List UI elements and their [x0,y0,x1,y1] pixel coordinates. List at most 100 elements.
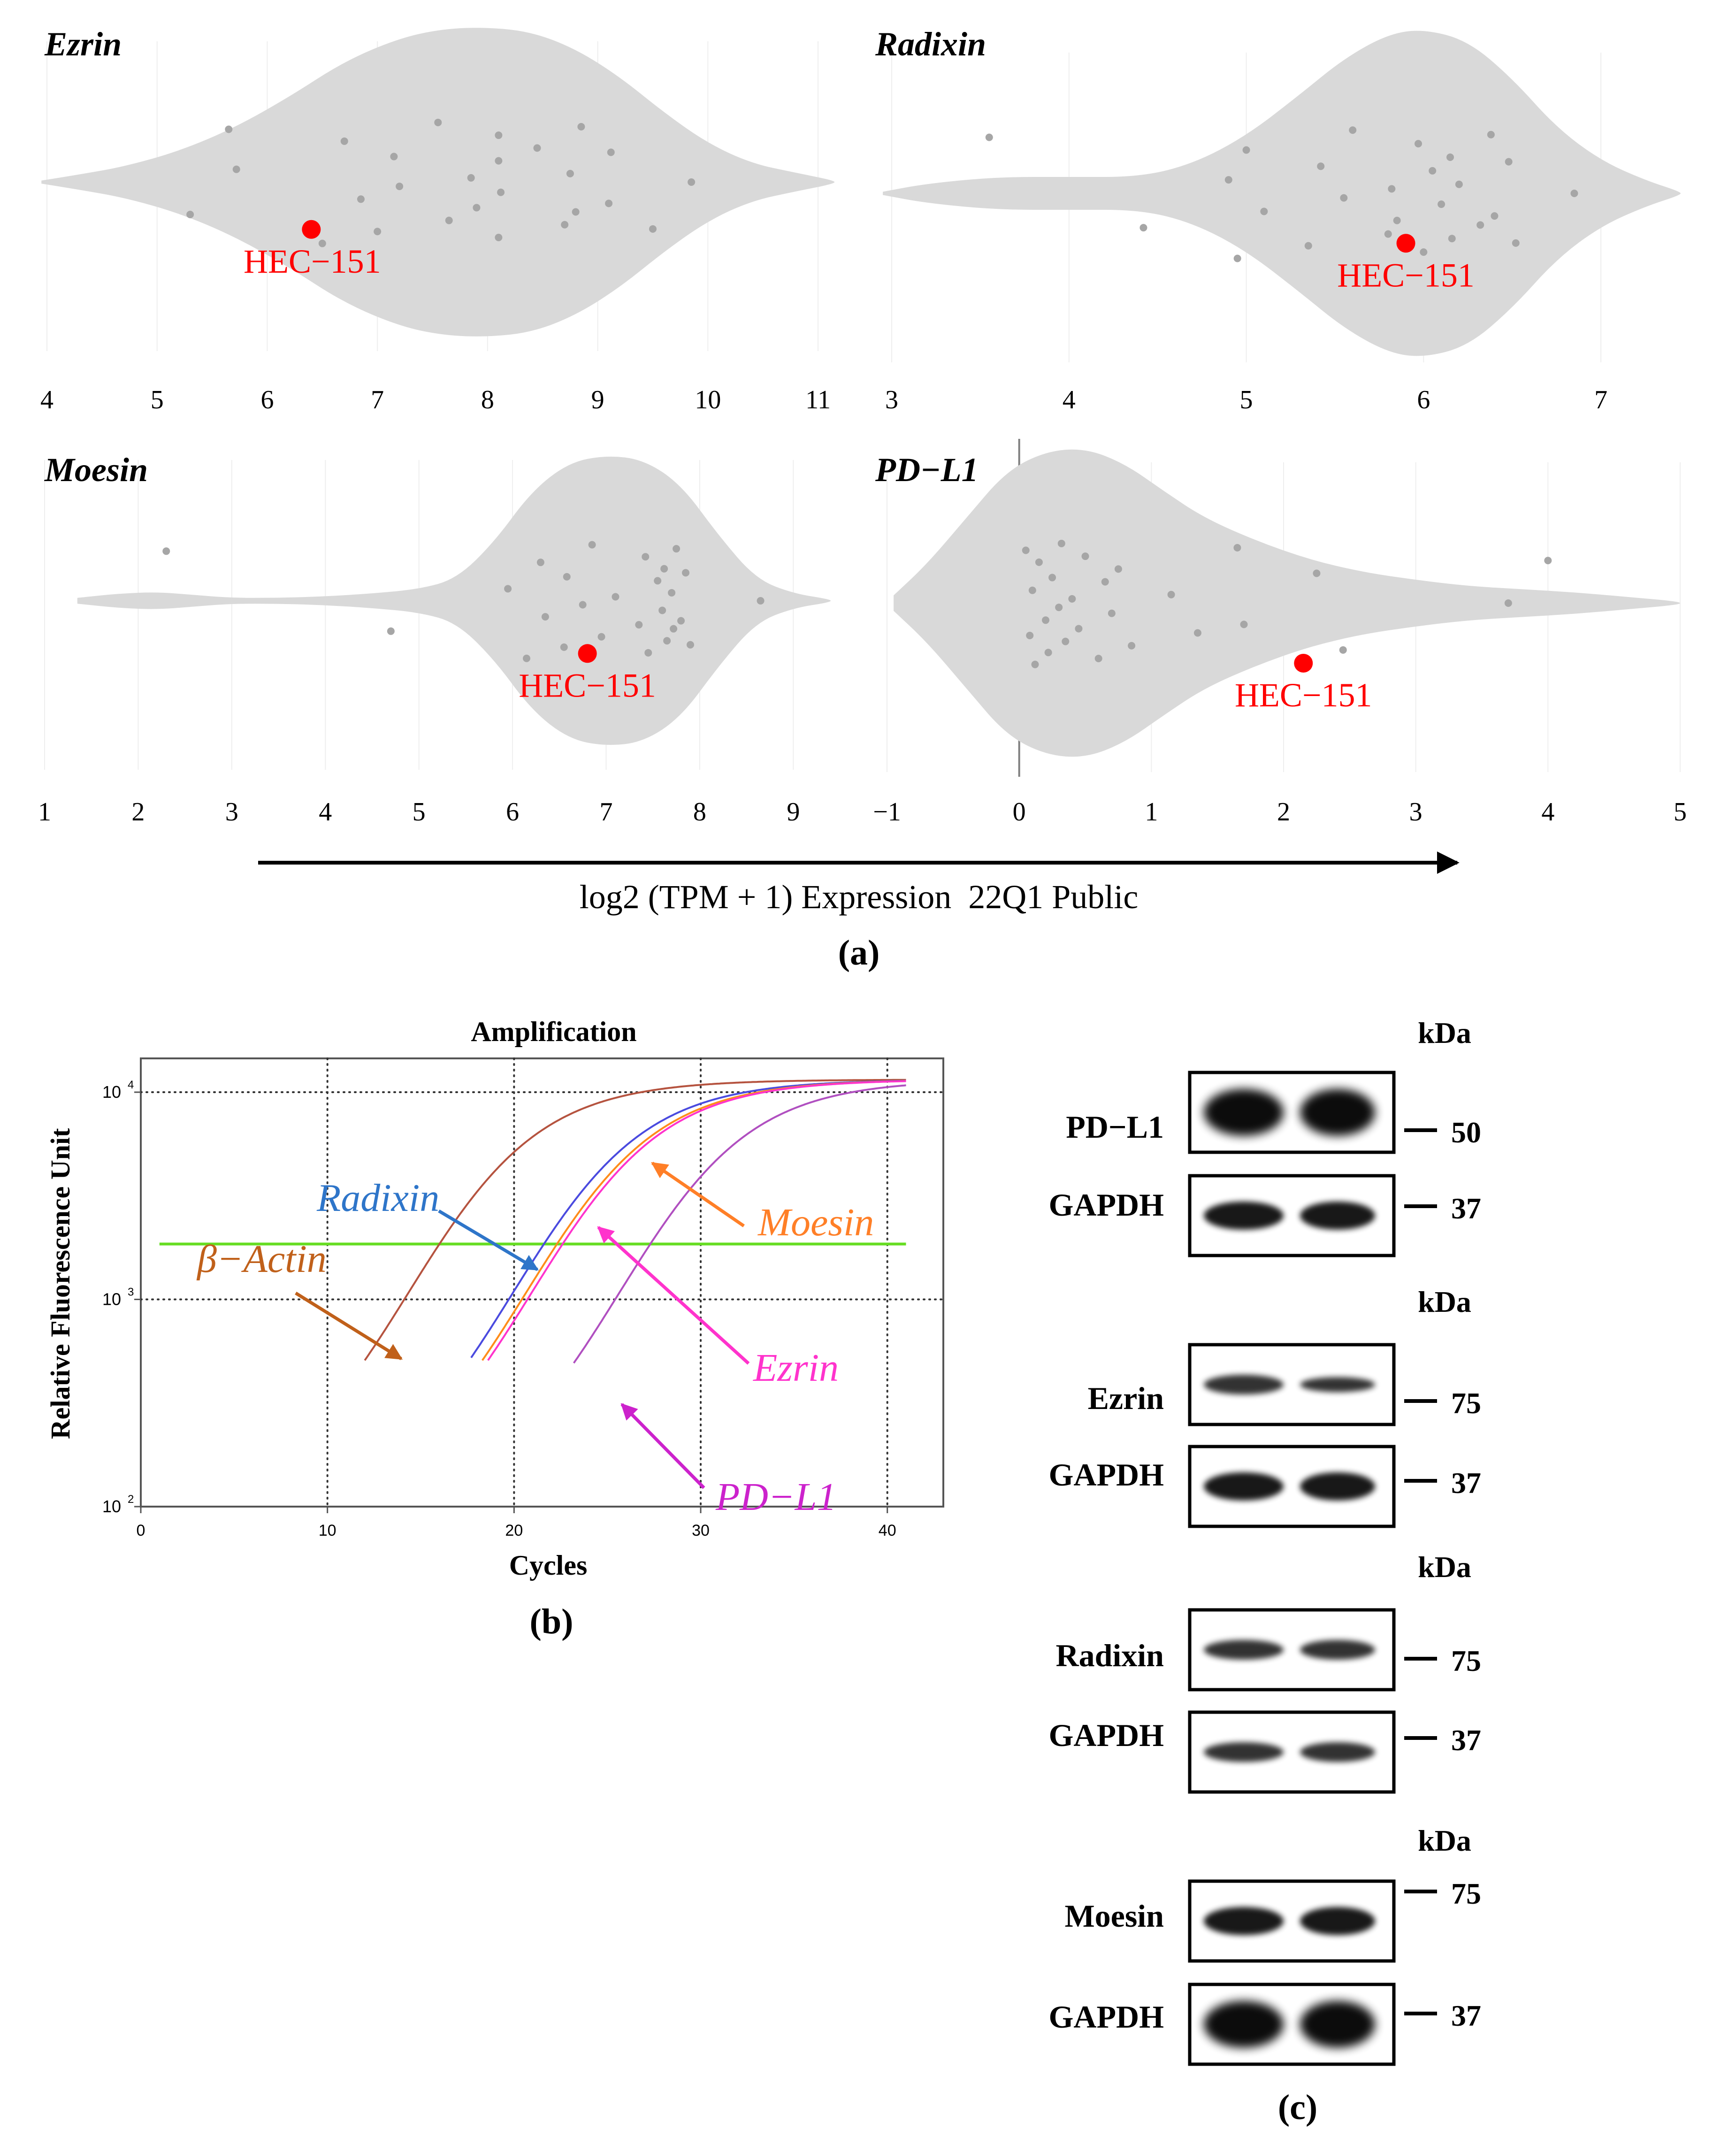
data-point-radixin [1448,235,1456,243]
violin-tick-label-pd-l1: −1 [873,797,901,827]
data-point-pd-l1 [1048,574,1056,582]
blot-band-gapdh-control-lane-2 [1300,1742,1375,1762]
data-point-ezrin [649,225,657,233]
amplification-y-tick-label: 10 [102,1290,121,1309]
amplification-x-axis-label: Cycles [509,1550,588,1581]
data-point-radixin [1233,254,1241,262]
violin-tick-label-moesin: 3 [225,797,238,827]
data-point-moesin [668,589,676,597]
blot-label-radixin-target: Radixin [1055,1638,1164,1673]
violin-plot-radixin: HEC−151 Radixin 3 4 5 6 7 [875,25,1681,414]
data-point-ezrin [390,153,398,161]
violin-tick-label-ezrin: 11 [805,385,831,414]
curve-label-arrow-pd-l1 [620,1403,705,1489]
violin-tick-label-pd-l1: 3 [1409,797,1422,827]
curve-label-pd-l1: PD−L1 [715,1475,836,1519]
data-point-radixin [1505,158,1513,166]
marker-kda-gapdh-control: 37 [1451,1466,1481,1500]
amplification-x-tick-label: 30 [692,1522,710,1539]
violin-tick-label-moesin: 7 [600,797,613,827]
amplification-y-tick-exponent: 3 [128,1286,134,1299]
panel-a-label: (a) [838,933,880,972]
highlight-point-radixin [1396,234,1415,253]
violin-shape-moesin [77,456,831,745]
data-point-pd-l1 [1035,558,1043,566]
data-point-ezrin [607,148,615,156]
data-point-moesin [536,559,544,567]
curve-label-radixin: Radixin [316,1176,439,1220]
data-point-radixin [1570,190,1578,197]
violin-plot-moesin: HEC−151 Moesin 1 2 3 4 5 6 7 8 9 [38,451,831,827]
blot-label-ezrin-target: Ezrin [1088,1380,1164,1416]
data-point-radixin [1224,176,1232,184]
data-point-moesin [162,547,170,555]
data-point-ezrin [445,216,453,224]
data-point-ezrin [232,165,240,173]
data-point-radixin [1420,248,1428,256]
kda-unit-label: kDa [1418,1016,1471,1049]
marker-kda-gapdh-control: 37 [1451,1192,1481,1225]
data-point-moesin [677,617,685,625]
amplification-y-tick-exponent: 2 [128,1493,134,1506]
data-point-ezrin [572,208,580,216]
data-point-ezrin [396,183,404,191]
violin-tick-label-pd-l1: 5 [1674,797,1687,827]
data-point-ezrin [340,137,348,145]
data-point-ezrin [473,204,481,212]
blot-band-gapdh-control-lane-1 [1204,2001,1284,2048]
data-point-moesin [660,565,668,573]
data-point-pd-l1 [1031,660,1039,668]
violin-tick-label-ezrin: 7 [371,385,384,414]
data-point-radixin [1304,242,1312,250]
blot-label-gapdh-control: GAPDH [1048,1457,1164,1493]
data-point-radixin [1487,130,1495,138]
highlight-point-moesin [578,644,597,663]
data-point-moesin [686,641,694,649]
violin-tick-label-pd-l1: 4 [1541,797,1554,827]
data-point-moesin [654,577,662,585]
panel-c-western-blots: kDa PD−L1 50 GAPDH 37 kDa Ezrin 75 GAPDH 37 kDa Rad… [1048,1016,1481,2127]
blot-band-pd-l1-target-lane-2 [1300,1089,1375,1136]
data-point-ezrin [495,157,503,165]
data-point-moesin [663,637,671,645]
data-point-radixin [1429,167,1437,175]
violin-tick-label-moesin: 8 [693,797,706,827]
marker-kda-ezrin-target: 75 [1451,1386,1481,1420]
amplification-x-tick-label: 20 [505,1522,523,1539]
data-point-pd-l1 [1062,637,1070,645]
blot-label-pd-l1-target: PD−L1 [1066,1109,1164,1145]
curve-label-arrow-ezrin [597,1226,750,1365]
blot-band-pd-l1-target-lane-1 [1204,1089,1284,1136]
data-point-pd-l1 [1313,569,1321,577]
highlight-label-radixin: HEC−151 [1337,256,1475,294]
amplification-x-tick-label: 10 [319,1522,336,1539]
highlight-point-pd-l1 [1294,653,1313,673]
data-point-radixin [1446,153,1454,161]
curve-label-arrow-radixin [438,1209,539,1271]
data-point-pd-l1 [1081,552,1089,560]
data-point-ezrin [374,228,382,236]
blot-band-gapdh-control-lane-2 [1300,1202,1375,1230]
violin-tick-label-radixin: 7 [1594,385,1607,414]
violin-tick-label-moesin: 5 [413,797,426,827]
blot-label-gapdh-control: GAPDH [1048,1187,1164,1223]
data-point-radixin [1388,185,1396,193]
panel-a-violins: HEC−151 Ezrin 4 5 6 7 8 9 10 11 HEC−151 Radixin… [38,25,1687,972]
data-point-radixin [1455,180,1463,188]
data-point-radixin [1393,216,1401,224]
violin-tick-label-radixin: 3 [885,385,898,414]
blot-band-radixin-target-lane-1 [1204,1640,1284,1660]
data-point-pd-l1 [1042,616,1049,624]
data-point-pd-l1 [1026,631,1034,639]
marker-kda-moesin-target: 75 [1451,1877,1481,1910]
data-point-ezrin [688,178,696,186]
amplification-y-tick-label: 10 [102,1497,121,1516]
data-point-pd-l1 [1504,599,1512,607]
violin-tick-label-moesin: 9 [787,797,800,827]
data-point-pd-l1 [1094,654,1102,662]
data-point-pd-l1 [1240,620,1248,628]
data-point-ezrin [225,125,233,133]
blot-band-radixin-target-lane-2 [1300,1640,1375,1660]
data-point-moesin [757,597,765,605]
marker-kda-gapdh-control: 37 [1451,1723,1481,1757]
